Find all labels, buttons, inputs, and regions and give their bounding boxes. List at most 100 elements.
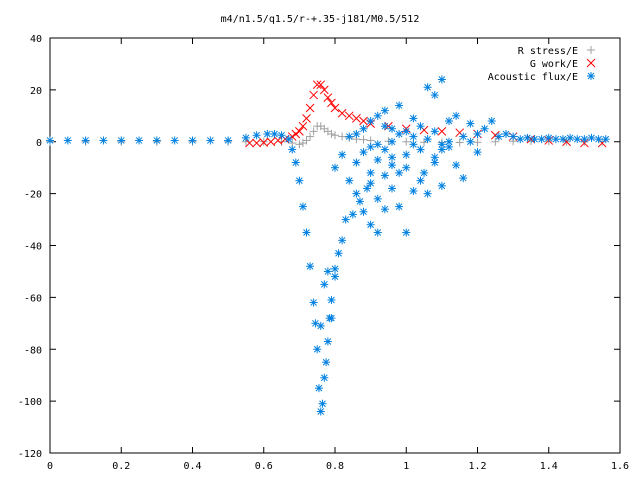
data-point (423, 83, 432, 92)
data-point (373, 194, 382, 203)
data-point (523, 133, 532, 142)
data-point (516, 135, 525, 144)
data-point (388, 184, 396, 193)
data-point (445, 142, 453, 151)
data-point (366, 220, 375, 229)
data-point (306, 262, 315, 271)
series-2 (46, 75, 610, 416)
data-point (259, 138, 269, 147)
x-tick-label: 0.6 (255, 461, 273, 472)
data-point (252, 138, 261, 148)
data-point (430, 91, 439, 100)
data-point (423, 135, 432, 144)
data-point (395, 168, 404, 177)
data-point (206, 136, 215, 145)
data-point (395, 129, 404, 138)
y-tick-label: -80 (24, 345, 42, 356)
data-point (395, 101, 404, 110)
data-point (366, 179, 375, 188)
x-tick-label: 1.6 (611, 461, 629, 472)
data-point (319, 85, 329, 95)
data-point (587, 133, 596, 142)
data-point (348, 210, 357, 219)
data-point (327, 98, 336, 108)
data-point (305, 103, 315, 113)
data-point (338, 132, 347, 141)
data-point (320, 280, 329, 289)
data-point (352, 189, 361, 198)
data-point (466, 119, 475, 128)
data-point (416, 145, 425, 154)
x-tick-label: 1.2 (468, 461, 486, 472)
data-point (359, 135, 368, 144)
data-point (359, 148, 368, 157)
data-point (430, 153, 439, 162)
data-point (537, 135, 546, 144)
data-point (277, 131, 286, 140)
y-tick-label: -100 (18, 397, 42, 408)
data-point (331, 264, 339, 273)
data-point (366, 142, 375, 151)
legend-label: G work/E (530, 59, 578, 70)
data-point (46, 136, 54, 145)
data-point (344, 111, 354, 121)
data-point (502, 129, 510, 138)
x-tick-label: 0 (47, 461, 53, 472)
data-point (295, 176, 304, 185)
data-point (188, 136, 197, 145)
data-point (388, 161, 396, 170)
data-point (509, 132, 518, 141)
data-point (352, 158, 361, 167)
data-point (566, 133, 575, 142)
data-point (455, 138, 464, 147)
data-point (241, 133, 250, 142)
legend-label: R stress/E (518, 46, 578, 57)
data-point (437, 75, 446, 84)
data-point (295, 127, 304, 136)
data-point (309, 90, 318, 100)
data-point (573, 135, 582, 144)
data-point (318, 399, 327, 408)
data-point (273, 136, 283, 145)
y-tick-label: 40 (30, 34, 42, 45)
data-point (266, 137, 276, 147)
data-point (491, 137, 500, 146)
data-point (345, 176, 354, 185)
data-point (263, 129, 272, 138)
data-point (366, 117, 375, 125)
data-point (402, 127, 411, 136)
y-tick-label: -120 (18, 449, 42, 460)
x-tick-label: 0.4 (183, 461, 201, 472)
data-point (580, 135, 589, 144)
data-point (544, 133, 553, 142)
data-point (409, 114, 418, 123)
data-point (327, 314, 336, 323)
x-tick-label: 1.4 (540, 461, 558, 472)
data-point (459, 132, 468, 141)
data-point (337, 108, 347, 118)
data-point (309, 298, 318, 307)
data-point (259, 137, 268, 146)
data-point (420, 168, 429, 177)
data-point (363, 184, 372, 193)
data-point (388, 124, 396, 133)
data-point (313, 345, 322, 354)
data-point (373, 140, 382, 149)
data-point (345, 132, 354, 141)
data-point (473, 129, 482, 138)
data-point (170, 136, 179, 145)
data-point (323, 93, 333, 103)
y-tick-label: -40 (24, 242, 42, 253)
data-point (409, 140, 418, 149)
data-point (298, 202, 307, 211)
data-point (316, 80, 326, 90)
y-tick-label: 20 (30, 86, 42, 97)
data-point (295, 140, 304, 149)
data-point (380, 122, 389, 131)
x-tick-label: 0.8 (326, 461, 344, 472)
data-point (327, 129, 336, 138)
data-point (316, 321, 325, 330)
data-point (380, 145, 389, 154)
data-point (409, 187, 418, 196)
